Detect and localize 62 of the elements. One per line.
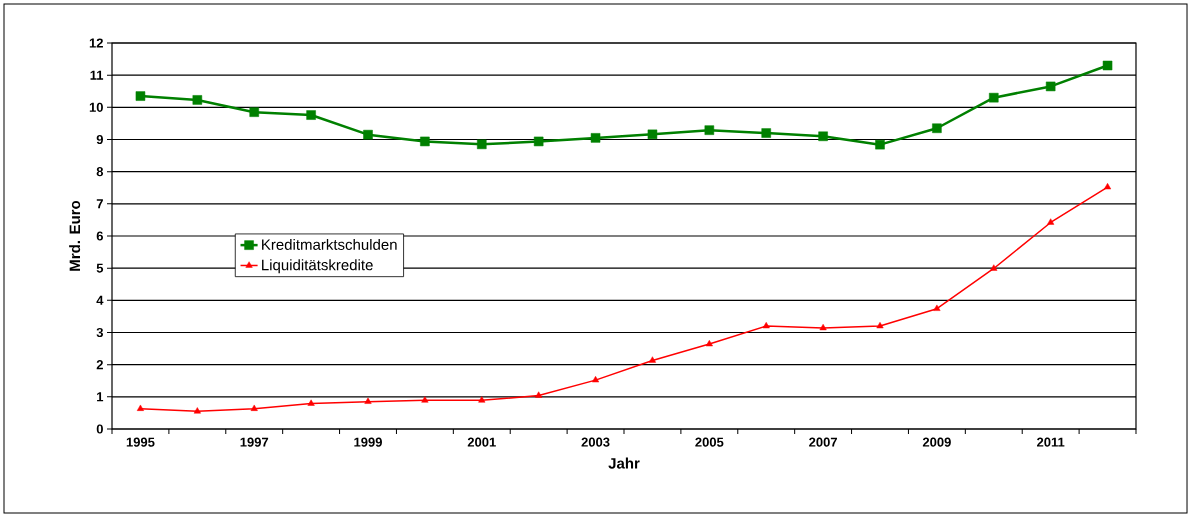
point xyxy=(1047,218,1055,225)
x-tick-label: 2003 xyxy=(581,437,610,447)
x-tick-label: 1997 xyxy=(240,437,269,447)
point xyxy=(819,323,827,331)
point xyxy=(135,91,146,101)
point xyxy=(705,340,713,347)
point xyxy=(761,128,771,138)
point xyxy=(990,264,998,271)
y-tick-label: 7 xyxy=(96,199,103,209)
point xyxy=(1102,60,1113,71)
point xyxy=(989,92,999,103)
x-tick-label: 2007 xyxy=(809,437,837,447)
x-tick-label: 1995 xyxy=(126,437,155,447)
x-tick-label: 1999 xyxy=(354,437,382,447)
point xyxy=(363,129,373,140)
point xyxy=(192,95,203,105)
point xyxy=(876,322,884,329)
y-tick-label: 4 xyxy=(96,295,104,305)
y-tick-label: 11 xyxy=(90,70,104,80)
point xyxy=(875,139,885,150)
y-tick-label: 3 xyxy=(96,327,103,338)
point xyxy=(762,322,770,329)
point xyxy=(136,404,144,411)
point xyxy=(420,136,430,147)
point xyxy=(306,110,316,120)
point xyxy=(364,397,372,404)
y-tick-label: 10 xyxy=(89,102,103,112)
point xyxy=(818,131,828,142)
point xyxy=(933,304,941,311)
y-tick-label: 9 xyxy=(96,134,103,145)
point xyxy=(590,133,601,143)
point xyxy=(421,396,429,403)
point xyxy=(533,136,544,147)
point xyxy=(249,107,259,117)
point xyxy=(647,129,658,140)
point xyxy=(1104,183,1112,190)
y-tick-label: 8 xyxy=(96,167,104,177)
y-tick-label: 1 xyxy=(97,392,104,402)
point xyxy=(648,356,656,363)
y-axis-title: Mrd. Euro xyxy=(69,200,81,271)
point xyxy=(592,376,600,383)
point xyxy=(535,391,543,398)
point xyxy=(307,399,315,406)
point xyxy=(478,396,486,403)
y-tick-label: 6 xyxy=(96,231,103,241)
point xyxy=(1045,81,1056,92)
point xyxy=(704,125,715,135)
point xyxy=(250,404,258,411)
y-tick-label: 0 xyxy=(96,424,103,434)
point xyxy=(932,123,942,133)
y-tick-label: 12 xyxy=(89,38,103,48)
legend-label: Liquiditätskredite xyxy=(262,259,373,274)
x-tick-label: 2005 xyxy=(695,437,724,447)
x-tick-label: 2009 xyxy=(922,437,951,447)
y-tick-label: 2 xyxy=(96,360,103,370)
x-tick-label: 2011 xyxy=(1037,437,1065,447)
legend-label: Kreditmarktschulden xyxy=(262,238,397,250)
x-tick-label: 2001 xyxy=(467,437,496,447)
x-axis-title: Jahr xyxy=(608,457,640,469)
point xyxy=(193,407,201,414)
y-tick-label: 5 xyxy=(96,263,104,273)
point xyxy=(477,139,487,150)
